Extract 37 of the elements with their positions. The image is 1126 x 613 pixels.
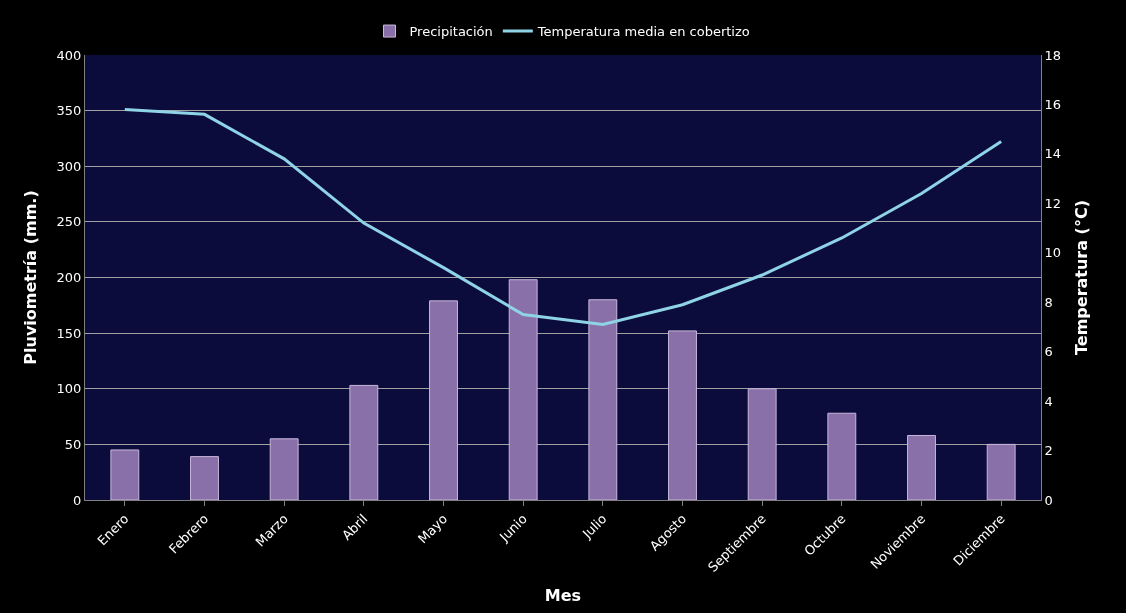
y2-tick-label: 14 (1044, 146, 1062, 162)
bar (747, 388, 777, 500)
y-tick-label: 400 (56, 47, 82, 63)
x-axis-title: Mes (544, 585, 582, 605)
y2-tick-label: 6 (1044, 344, 1053, 360)
y-tick-label: 350 (56, 103, 82, 119)
y-tick-label: 250 (56, 214, 82, 230)
y-tick-label: 50 (64, 436, 82, 452)
y2-tick-label: 10 (1044, 245, 1062, 261)
bar (827, 412, 857, 500)
y2-tick-label: 18 (1044, 47, 1062, 63)
y-tick-label: 0 (73, 492, 82, 508)
bar (907, 434, 936, 500)
bar (110, 449, 140, 500)
y-tick-label: 150 (56, 325, 82, 341)
legend-label: Temperatura media en cobertizo (536, 24, 750, 40)
y2-tick-label: 0 (1044, 492, 1053, 508)
y2-tick-label: 2 (1044, 443, 1053, 459)
y2-tick-label: 8 (1044, 294, 1053, 310)
bar (668, 330, 697, 500)
y-tick-label: 200 (56, 270, 82, 286)
bar (588, 299, 618, 500)
bar (508, 279, 538, 500)
y2-tick-label: 4 (1044, 393, 1053, 409)
bar (269, 438, 299, 500)
line-series (123, 107, 1003, 326)
y2-axis-title: Temperatura (°C) (1071, 200, 1091, 355)
bar (986, 443, 1016, 500)
bar (190, 456, 219, 500)
bar (349, 384, 379, 500)
y2-tick-label: 16 (1044, 96, 1062, 112)
y-axis-title: Pluviometría (mm.) (21, 190, 41, 365)
y-tick-label: 100 (56, 381, 82, 397)
y2-tick-label: 12 (1044, 195, 1062, 211)
bar (429, 300, 458, 500)
legend-label: Precipitación (409, 24, 493, 40)
y-tick-label: 300 (56, 158, 82, 174)
